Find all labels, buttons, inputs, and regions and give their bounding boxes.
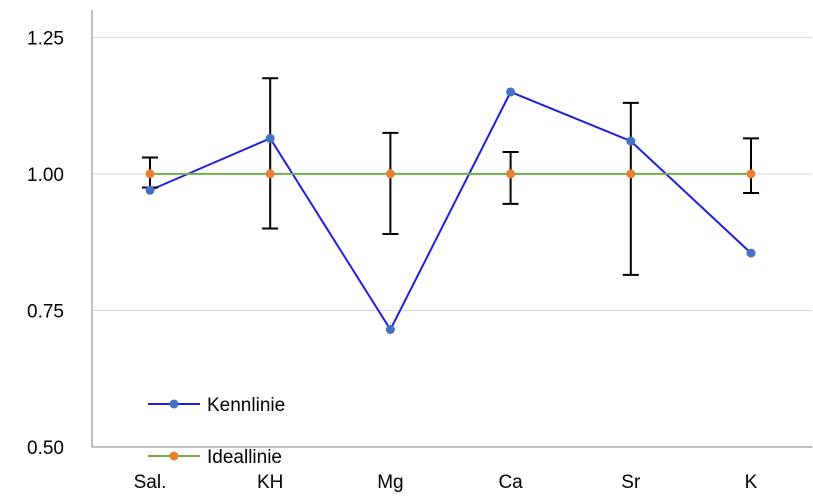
data-point (746, 169, 756, 179)
y-axis-ticks: 0.50 0.75 1.00 1.25 (27, 28, 64, 459)
data-point (506, 87, 516, 97)
y-tick-label: 0.50 (27, 438, 64, 459)
x-tick-label: K (745, 472, 758, 493)
legend-swatch-marker (169, 451, 179, 461)
legend-swatch-marker (169, 399, 179, 409)
y-tick-label: 1.25 (27, 28, 64, 49)
series-line-0 (149, 90, 752, 332)
data-point (506, 169, 516, 179)
x-axis-ticks: Sal. KH Mg Ca Sr K (134, 472, 758, 493)
x-tick-label: Mg (377, 472, 403, 493)
legend: Kennlinie Ideallinie (148, 395, 285, 468)
legend-label: Ideallinie (207, 447, 282, 468)
y-tick-label: 0.75 (27, 301, 64, 322)
x-tick-label: Ca (498, 472, 523, 493)
data-point (145, 169, 155, 179)
x-tick-label: KH (257, 472, 283, 493)
data-point (626, 136, 636, 146)
data-point (385, 169, 395, 179)
data-point (746, 248, 756, 258)
data-point (626, 169, 636, 179)
axes (91, 10, 812, 448)
x-tick-label: Sal. (134, 472, 167, 493)
x-tick-label: Sr (621, 472, 641, 493)
data-point (265, 169, 275, 179)
data-point (145, 185, 155, 195)
legend-label: Kennlinie (207, 395, 285, 416)
data-point (265, 133, 275, 143)
data-point (385, 325, 395, 335)
series-layer (142, 77, 759, 335)
y-tick-label: 1.00 (27, 165, 64, 186)
